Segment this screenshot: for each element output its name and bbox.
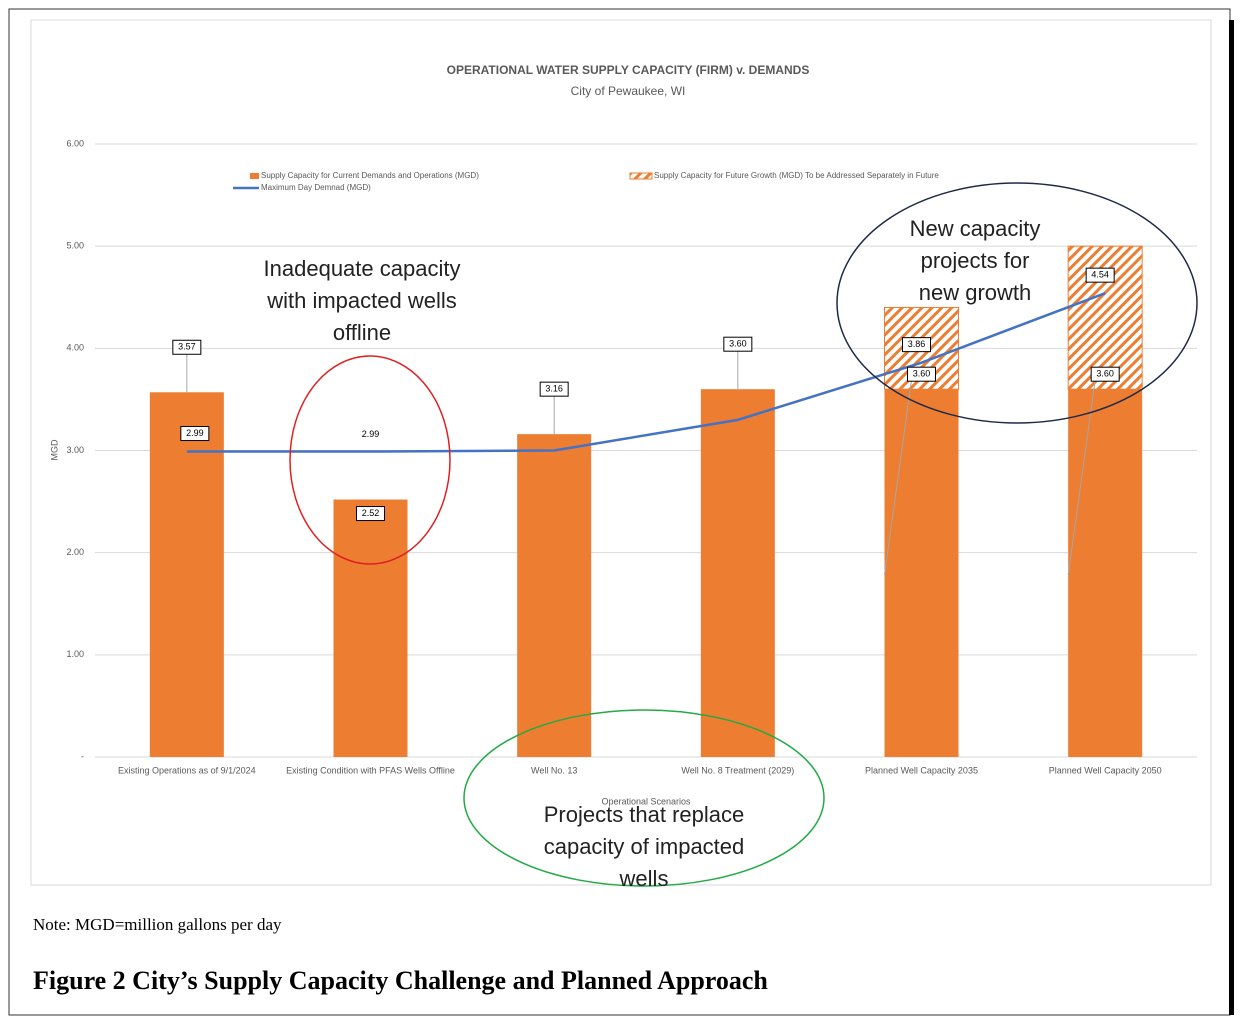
x-tick-label: Planned Well Capacity 2035 [865,765,978,775]
caption: Figure 2 City’s Supply Capacity Challeng… [33,966,768,995]
supply-label: 3.16 [545,384,563,394]
supply-label: 3.60 [913,369,931,379]
chart-subtitle: City of Pewaukee, WI [571,84,686,98]
supply-label-box [539,381,569,397]
note: Note: MGD=million gallons per day [33,915,282,934]
supply-label-box [723,336,753,352]
supply-label: 3.60 [1096,369,1114,379]
annotation-text: projects for [921,248,1030,273]
annotation-text: wells [619,866,669,891]
demand-label: 3.86 [908,339,926,349]
y-axis-label: MGD [49,439,59,460]
x-tick-label: Existing Condition with PFAS Wells Offli… [286,765,455,775]
demand-label-box [1085,267,1115,283]
y-tick-label: 6.00 [66,138,84,148]
supply-label: 3.57 [178,342,196,352]
supply-label-box [172,339,202,355]
legend-label: Maximum Day Demnad (MGD) [261,183,371,192]
legend-label: Supply Capacity for Current Demands and … [261,171,479,180]
demand-label: 2.99 [362,429,380,439]
annotation-text: capacity of impacted [544,834,745,859]
bar [333,499,408,757]
bar [700,389,775,757]
supply-label-box [1090,366,1120,382]
annotation-text: New capacity [910,216,1041,241]
bar [884,389,959,757]
annotation-text: new growth [919,280,1032,305]
annotation-ellipse [463,709,825,887]
chart-title: OPERATIONAL WATER SUPPLY CAPACITY (FIRM)… [447,63,810,77]
demand-line [186,291,1106,453]
supply-label: 2.52 [362,508,380,518]
supply-label-box [907,366,936,382]
y-tick-label: 1.00 [66,649,84,659]
annotation-text: offline [333,320,391,345]
page-edge [1229,20,1234,1015]
legend-swatch [250,173,259,179]
y-tick-label: - [81,751,84,761]
y-tick-label: 5.00 [66,241,84,251]
annotation-text: with impacted wells [266,288,457,313]
y-tick-label: 3.00 [66,445,84,455]
annotation-ellipse [289,355,451,565]
x-tick-label: Well No. 13 [531,765,577,775]
annotation-text: Inadequate capacity [264,256,461,281]
legend-swatch [629,172,653,180]
legend-label: Supply Capacity for Future Growth (MGD) … [654,171,939,180]
demand-label: 2.99 [186,428,204,438]
supply-label: 3.60 [729,339,747,349]
x-axis-label: Operational Scenarios [601,796,691,806]
demand-label-box [180,426,210,442]
bar [1068,389,1143,757]
x-tick-label: Existing Operations as of 9/1/2024 [118,765,256,775]
supply-label-box [356,506,385,522]
x-tick-label: Well No. 8 Treatment (2029) [681,765,794,775]
leader-line [884,380,912,576]
demand-label-box [902,337,931,353]
y-tick-label: 4.00 [66,343,84,353]
y-tick-label: 2.00 [66,547,84,557]
demand-label: 4.54 [1091,270,1109,280]
annotation-text: Projects that replace [544,802,745,827]
annotation-ellipse [836,182,1198,424]
bar [517,434,592,757]
x-tick-label: Planned Well Capacity 2050 [1049,765,1162,775]
bar [149,392,224,757]
